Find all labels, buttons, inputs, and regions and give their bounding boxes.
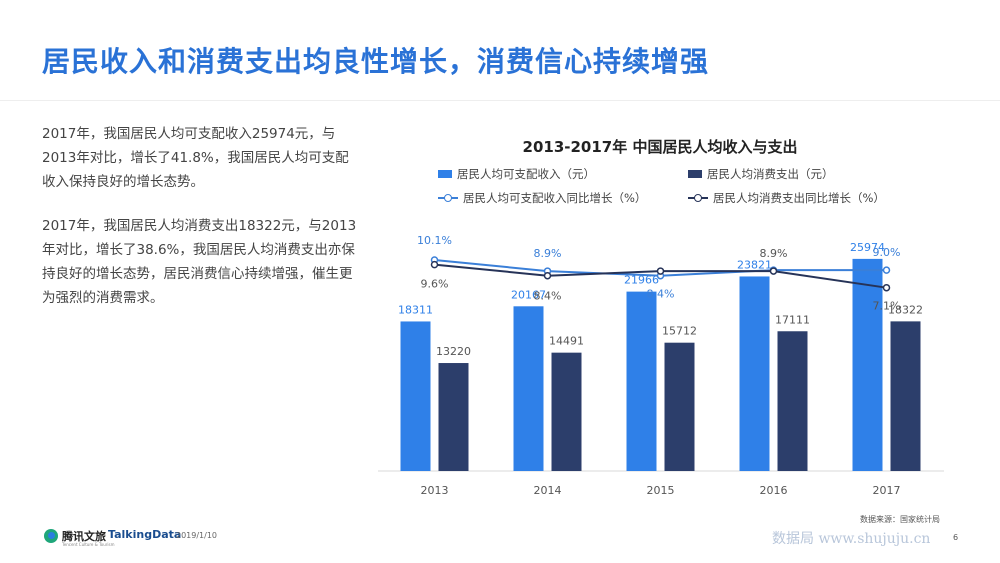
legend-label-income-growth: 居民人均可支配收入同比增长（%）: [463, 191, 647, 205]
tencent-logo-text: 腾讯文旅: [62, 530, 106, 543]
line-label-expense-growth-2016: 8.9%: [760, 247, 788, 260]
legend-swatch-expense: [688, 170, 702, 178]
line-label-income-growth-2017: 9.0%: [873, 246, 901, 259]
legend-item-income-growth: 居民人均可支配收入同比增长（%）: [438, 190, 646, 206]
legend-item-income: 居民人均可支配收入（元）: [438, 166, 595, 182]
bar-income-2016: [739, 276, 770, 471]
bar-expense-2014: [551, 352, 582, 471]
legend-label-income: 居民人均可支配收入（元）: [457, 167, 595, 181]
bar-expense-2013: [438, 363, 469, 471]
x-tick-label-2016: 2016: [760, 484, 788, 497]
bar-income-2014: [513, 306, 544, 471]
data-label-expense-2014: 14491: [549, 335, 584, 348]
legend-label-expense-growth: 居民人均消费支出同比增长（%）: [713, 191, 885, 205]
point-income-growth-2017: [882, 266, 891, 274]
bar-expense-2015: [664, 342, 695, 471]
bar-expense-2016: [777, 331, 808, 471]
data-label-income-2013: 18311: [398, 303, 433, 316]
legend-swatch-income: [438, 170, 452, 178]
paragraph-expense: 2017年，我国居民人均消费支出18322元，与2013年对比，增长了38.6%…: [42, 218, 357, 306]
bar-income-2017: [852, 258, 883, 471]
title-divider: [0, 100, 1000, 101]
point-expense-growth-2014: [543, 271, 552, 280]
legend-label-expense: 居民人均消费支出（元）: [707, 167, 834, 181]
data-source: 数据来源：国家统计局: [860, 515, 940, 524]
x-tick-label-2017: 2017: [873, 484, 901, 497]
x-tick-label-2014: 2014: [534, 484, 562, 497]
data-label-income-2017: 25974: [850, 241, 885, 254]
data-label-expense-2017: 18322: [888, 303, 923, 316]
data-label-expense-2016: 17111: [775, 313, 810, 326]
legend-item-expense: 居民人均消费支出（元）: [688, 166, 834, 182]
data-label-expense-2013: 13220: [436, 345, 471, 358]
point-expense-growth-2013: [430, 260, 439, 269]
paragraph-income: 2017年，我国居民人均可支配收入25974元，与2013年对比，增长了41.8…: [42, 126, 349, 190]
page-number: 6: [953, 533, 959, 542]
bar-income-2015: [626, 291, 657, 471]
data-label-income-2014: 20167: [511, 288, 546, 301]
line-label-income-growth-2013: 10.1%: [417, 234, 452, 247]
page-title: 居民收入和消费支出均良性增长，消费信心持续增强: [42, 45, 710, 78]
chart-title: 2013-2017年 中国居民人均收入与支出: [522, 138, 798, 156]
x-tick-label-2015: 2015: [647, 484, 675, 497]
point-expense-growth-2016: [769, 267, 778, 275]
data-label-income-2015: 21966: [624, 274, 659, 287]
line-label-income-growth-2015: 8.4%: [647, 288, 675, 301]
data-label-income-2016: 23821: [737, 258, 772, 271]
point-expense-growth-2017: [882, 283, 891, 292]
tencent-logo-subtext: Tencent Culture & Tourism: [62, 542, 115, 547]
point-expense-growth-2015: [656, 267, 665, 275]
line-label-expense-growth-2013: 9.6%: [421, 278, 449, 291]
legend-swatch-expense-growth: [688, 194, 708, 202]
line-label-expense-growth-2017: 7.1%: [873, 300, 901, 313]
x-tick-label-2013: 2013: [421, 484, 449, 497]
watermark: 数据局 www.shujuju.cn: [772, 531, 931, 547]
tencent-culture-logo: 腾讯文旅 Tencent Culture & Tourism: [44, 528, 115, 547]
bar-income-2013: [400, 321, 431, 471]
talkingdata-logo: TalkingData: [108, 528, 182, 541]
line-label-income-growth-2014: 8.9%: [534, 247, 562, 260]
tencent-logo-icon: [44, 529, 58, 543]
data-label-expense-2015: 15712: [662, 325, 697, 338]
line-label-expense-growth-2014: 8.4%: [534, 290, 562, 303]
legend-item-expense-growth: 居民人均消费支出同比增长（%）: [688, 190, 885, 206]
report-date: 2019/1/10: [176, 531, 218, 540]
bar-expense-2017: [890, 321, 921, 471]
legend-swatch-income-growth: [438, 194, 458, 202]
